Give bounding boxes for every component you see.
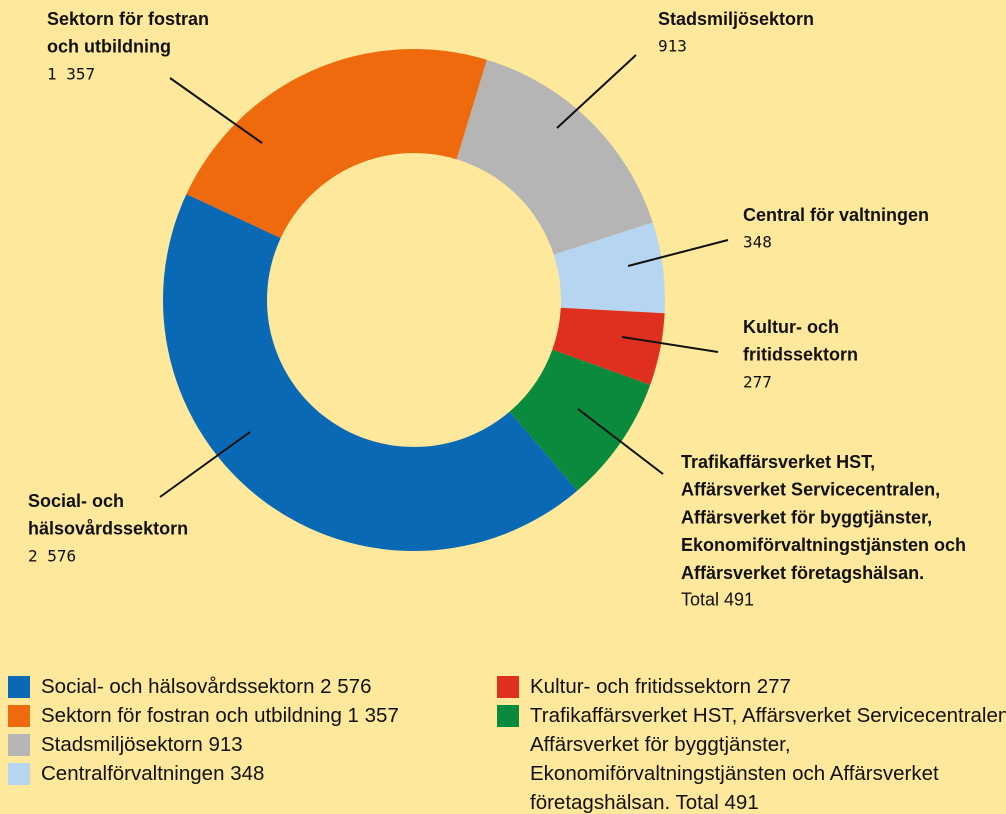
legend-entry: Stadsmiljösektorn 913 xyxy=(41,730,479,759)
callout-label: och utbildning xyxy=(47,37,171,57)
leader-line xyxy=(159,431,251,498)
callout-label: fritidssektorn xyxy=(743,345,858,365)
legend-label: Sektorn för fostran och utbildning xyxy=(41,704,342,727)
legend-value: 913 xyxy=(208,733,243,756)
chart: Social- och hälsovårdssektorn 2 576 Sektorn… xyxy=(28,9,966,610)
legend-label: Centralförvaltningen xyxy=(41,762,225,785)
callout-label: Social- och xyxy=(28,491,124,511)
leader-line xyxy=(556,54,637,129)
legend-value: 277 xyxy=(756,675,791,698)
leader-line xyxy=(577,408,664,475)
legend-entry: Sektorn för fostran och utbildning 1 357 xyxy=(41,701,479,730)
legend-entry: Kultur- och fritidssektorn 277 xyxy=(530,672,1006,701)
callout-value: 277 xyxy=(743,372,772,391)
legend-swatch xyxy=(8,763,30,785)
callout-value: 348 xyxy=(743,233,772,252)
callout-label: Affärsverket företagshälsan. xyxy=(681,563,924,583)
leader-line xyxy=(627,239,729,267)
leader-line xyxy=(169,77,263,144)
donut-segment xyxy=(509,349,651,491)
callout-label: Stadsmiljösektorn xyxy=(658,9,814,29)
callout-value: 913 xyxy=(658,37,687,56)
callout-label: Trafikaffärsverket HST, xyxy=(681,452,875,472)
legend-value: Total 491 xyxy=(675,791,759,814)
legend-entry: Trafikaffärsverket HST, Affärsverket Ser… xyxy=(530,701,1006,814)
legend-swatch xyxy=(8,705,30,727)
donut-segment xyxy=(163,194,578,551)
legend-value: 1 357 xyxy=(347,704,399,727)
legend-label: Trafikaffärsverket HST, Affärsverket Ser… xyxy=(530,704,1006,814)
callout-value: 1 357 xyxy=(47,64,95,83)
legend-swatch xyxy=(8,676,30,698)
callout-label: Ekonomiförvaltningstjänsten och xyxy=(681,535,966,555)
donut-segment xyxy=(186,49,487,239)
callout-label: hälsovårdssektorn xyxy=(28,519,188,539)
legend-label: Social- och hälsovårdssektorn xyxy=(41,675,315,698)
legend-label: Stadsmiljösektorn xyxy=(41,733,203,756)
callout-label: Sektorn för fostran xyxy=(47,9,209,29)
donut-segment xyxy=(456,59,653,255)
callout-value: Total 491 xyxy=(681,590,754,610)
callout-label: Affärsverket Servicecentralen, xyxy=(681,480,940,500)
donut-segment xyxy=(552,307,665,385)
legend-value: 348 xyxy=(230,762,265,785)
legend-label: Kultur- och fritidssektorn xyxy=(530,675,752,698)
callout-value: 2 576 xyxy=(28,546,76,565)
legend-swatch xyxy=(497,705,519,727)
legend-swatch xyxy=(497,676,519,698)
callout-label: Central för valtningen xyxy=(743,205,929,225)
callout-label: Affärsverket för byggtjänster, xyxy=(681,507,932,527)
callout-label: Kultur- och xyxy=(743,317,839,337)
legend-entry: Social- och hälsovårdssektorn 2 576 xyxy=(41,672,479,701)
legend-value: 2 576 xyxy=(320,675,372,698)
leader-line xyxy=(621,336,719,353)
legend-swatch xyxy=(8,734,30,756)
legend-entry: Centralförvaltningen 348 xyxy=(41,759,479,788)
donut-segment xyxy=(553,222,665,314)
